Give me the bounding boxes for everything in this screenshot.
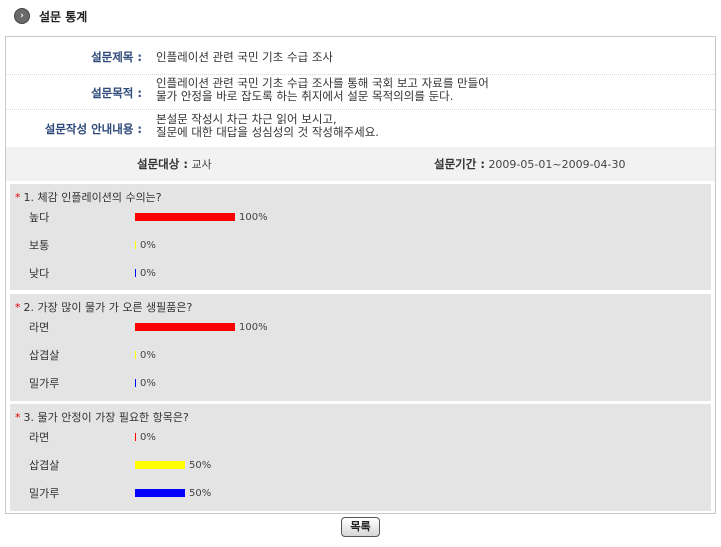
- survey-panel: 설문제목 : 인플레이션 관련 국민 기초 수급 조사 설문목적 : 인플레이션…: [5, 36, 716, 514]
- question-box: * 3. 물가 안정이 가장 필요한 항목은? 라면 0% 삽겹살 50% 밀가루 50%: [10, 404, 711, 511]
- answer-label: 라면: [29, 321, 50, 334]
- chevron-right-icon: ›: [14, 8, 30, 24]
- question-box: * 2. 가장 많이 물가 가 오른 생필품은? 라면 100% 삽겹살 0% 밀가루 0%: [10, 294, 711, 401]
- result-bar: [135, 213, 235, 221]
- list-button[interactable]: 목록: [341, 517, 380, 537]
- result-bar: [135, 351, 136, 359]
- page-title: 설문 통계: [39, 9, 88, 24]
- survey-purpose-value: 인플레이션 관련 국민 기초 수급 조사를 통해 국회 보고 자료를 만들어 물…: [156, 77, 715, 107]
- result-bar: [135, 433, 136, 441]
- survey-guide-label: 설문작성 안내내용 :: [44, 122, 142, 136]
- result-percent: 50%: [189, 459, 212, 471]
- result-bar: [135, 323, 235, 331]
- required-mark: *: [15, 191, 21, 204]
- answer-option: 높다 100%: [29, 210, 689, 224]
- answer-label: 삽겹살: [29, 459, 60, 472]
- survey-guide-line: 본설문 작성시 차근 차근 읽어 보시고,: [156, 112, 337, 126]
- answer-option: 밀가루 0%: [29, 376, 689, 390]
- answer-label: 보통: [29, 239, 50, 252]
- survey-period: 설문기간 : 2009-05-01~2009-04-30: [434, 156, 626, 172]
- question-title-text: 2. 가장 많이 물가 가 오른 생필품은?: [23, 301, 193, 314]
- survey-purpose-row: 설문목적 : 인플레이션 관련 국민 기초 수급 조사를 통해 국회 보고 자료…: [6, 77, 715, 107]
- survey-target: 설문대상 : 교사: [137, 156, 212, 172]
- answer-label: 삽겹살: [29, 349, 60, 362]
- question-title-text: 3. 물가 안정이 가장 필요한 항목은?: [23, 411, 189, 424]
- survey-period-label: 설문기간 :: [434, 157, 485, 171]
- result-percent: 0%: [140, 239, 156, 251]
- result-bar: [135, 241, 136, 249]
- survey-title-row: 설문제목 : 인플레이션 관련 국민 기초 수급 조사: [6, 43, 715, 71]
- required-mark: *: [15, 411, 21, 424]
- answer-option: 보통 0%: [29, 238, 689, 252]
- result-bar: [135, 269, 136, 277]
- answer-label: 낮다: [29, 267, 50, 280]
- survey-purpose-line: 물가 안정을 바로 잡도록 하는 취지에서 설문 목적의의를 둔다.: [156, 89, 454, 103]
- answer-label: 라면: [29, 431, 50, 444]
- question-title: * 3. 물가 안정이 가장 필요한 항목은?: [15, 409, 189, 425]
- survey-meta-row: 설문대상 : 교사 설문기간 : 2009-05-01~2009-04-30: [6, 147, 715, 181]
- result-percent: 0%: [140, 377, 156, 389]
- survey-guide-row: 설문작성 안내내용 : 본설문 작성시 차근 차근 읽어 보시고, 질문에 대한…: [6, 113, 715, 143]
- result-percent: 0%: [140, 267, 156, 279]
- answer-label: 밀가루: [29, 377, 60, 390]
- survey-target-label: 설문대상 :: [137, 157, 188, 171]
- question-title: * 1. 체감 인플레이션의 수의는?: [15, 189, 162, 205]
- survey-period-value: 2009-05-01~2009-04-30: [488, 158, 626, 171]
- answer-option: 삽겹살 50%: [29, 458, 689, 472]
- question-title: * 2. 가장 많이 물가 가 오른 생필품은?: [15, 299, 192, 315]
- survey-purpose-label: 설문목적 :: [91, 86, 142, 100]
- answer-option: 밀가루 50%: [29, 486, 689, 500]
- result-bar: [135, 461, 185, 469]
- result-percent: 100%: [239, 211, 268, 223]
- question-box: * 1. 체감 인플레이션의 수의는? 높다 100% 보통 0% 낮다 0%: [10, 184, 711, 290]
- result-percent: 0%: [140, 349, 156, 361]
- answer-option: 라면 0%: [29, 430, 689, 444]
- result-percent: 0%: [140, 431, 156, 443]
- result-bar: [135, 379, 136, 387]
- question-title-text: 1. 체감 인플레이션의 수의는?: [23, 191, 162, 204]
- answer-label: 밀가루: [29, 487, 60, 500]
- survey-title-label: 설문제목 :: [91, 50, 142, 64]
- survey-guide-value: 본설문 작성시 차근 차근 읽어 보시고, 질문에 대한 대답을 성심성의 것 …: [156, 113, 715, 143]
- result-percent: 100%: [239, 321, 268, 333]
- answer-label: 높다: [29, 211, 50, 224]
- survey-title-value: 인플레이션 관련 국민 기초 수급 조사: [156, 49, 333, 64]
- result-percent: 50%: [189, 487, 212, 499]
- survey-target-value: 교사: [191, 158, 212, 171]
- required-mark: *: [15, 301, 21, 314]
- answer-option: 낮다 0%: [29, 266, 689, 280]
- survey-purpose-line: 인플레이션 관련 국민 기초 수급 조사를 통해 국회 보고 자료를 만들어: [156, 76, 489, 90]
- result-bar: [135, 489, 185, 497]
- answer-option: 라면 100%: [29, 320, 689, 334]
- survey-guide-line: 질문에 대한 대답을 성심성의 것 작성해주세요.: [156, 125, 379, 139]
- answer-option: 삽겹살 0%: [29, 348, 689, 362]
- page-header: › 설문 통계: [14, 6, 87, 26]
